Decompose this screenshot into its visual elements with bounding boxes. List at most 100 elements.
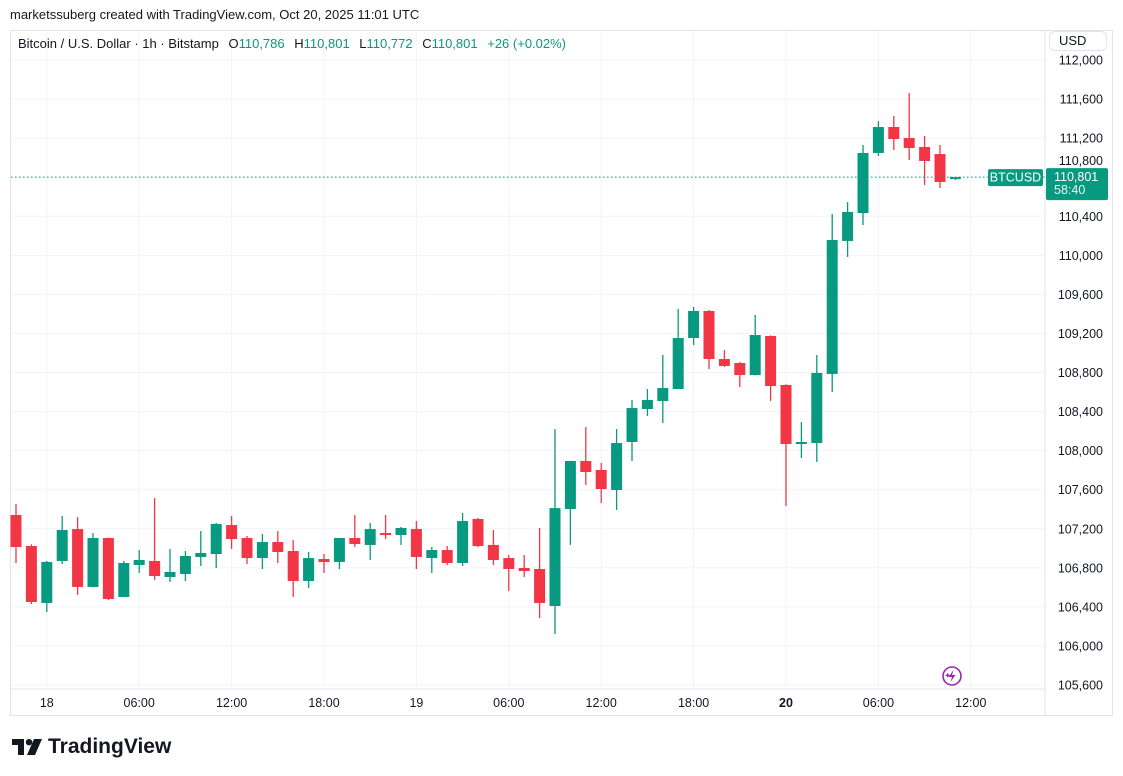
y-tick-label: 109,200 xyxy=(1058,327,1103,341)
candle xyxy=(626,400,638,461)
candle-body xyxy=(457,521,469,564)
candle-body xyxy=(888,126,900,140)
candle-body xyxy=(657,388,669,402)
candle-body xyxy=(118,563,130,598)
low-label: L xyxy=(359,36,367,51)
y-tick-label: 109,600 xyxy=(1058,288,1103,302)
candle xyxy=(672,309,684,390)
y-tick-label: 110,800 xyxy=(1059,154,1103,168)
candle-body xyxy=(472,518,484,547)
last-price-value: 110,801 xyxy=(1054,170,1098,184)
y-tick-label: 106,800 xyxy=(1058,561,1103,575)
currency-button[interactable]: USD xyxy=(1049,31,1107,51)
candle-body xyxy=(426,550,438,559)
candle-body xyxy=(102,538,114,599)
candle xyxy=(25,544,37,605)
candle xyxy=(549,429,561,635)
candle-body xyxy=(518,568,530,572)
change-value: +26 (+0.02%) xyxy=(487,36,567,51)
candle-body xyxy=(487,544,499,560)
candle xyxy=(611,429,623,510)
x-tick-label: 19 xyxy=(409,696,423,710)
candle xyxy=(241,535,253,565)
candle xyxy=(72,517,84,595)
candle xyxy=(164,548,176,582)
candle-body xyxy=(795,442,807,445)
x-tick-label: 20 xyxy=(779,696,793,710)
candle-body xyxy=(333,538,345,562)
candle xyxy=(380,514,392,540)
candle xyxy=(10,504,22,564)
candle-body xyxy=(718,359,730,366)
candle-body xyxy=(72,529,84,587)
y-tick-label: 112,000 xyxy=(1059,54,1103,68)
candle-body xyxy=(441,550,453,564)
candle xyxy=(780,384,792,506)
candle xyxy=(872,121,884,156)
candle xyxy=(765,335,777,402)
candle xyxy=(749,314,761,376)
bar-countdown: 58:40 xyxy=(1054,183,1085,197)
candle-body xyxy=(87,538,99,587)
candle xyxy=(256,534,268,569)
candle xyxy=(333,538,345,569)
tradingview-logo[interactable]: TradingView xyxy=(12,735,171,759)
candle xyxy=(919,135,931,185)
candle xyxy=(426,547,438,573)
x-tick-label: 18:00 xyxy=(308,696,339,710)
y-tick-label: 107,600 xyxy=(1058,483,1103,497)
last-price-label xyxy=(1046,168,1108,201)
candles xyxy=(10,93,961,635)
tradingview-wordmark: TradingView xyxy=(48,735,172,758)
candle-body xyxy=(672,338,684,390)
candle xyxy=(703,310,715,369)
candle xyxy=(287,539,299,598)
candle-body xyxy=(626,408,638,443)
candle-body xyxy=(56,530,68,561)
x-tick-label: 12:00 xyxy=(586,696,617,710)
x-tick-label: 06:00 xyxy=(863,696,894,710)
candle-body xyxy=(857,152,869,214)
symbol-title[interactable]: Bitcoin / U.S. Dollar · 1h · Bitstamp xyxy=(18,36,219,51)
candle xyxy=(395,526,407,545)
candle-body xyxy=(780,385,792,444)
low-value: 110,772 xyxy=(366,36,413,51)
y-tick-label: 105,600 xyxy=(1058,679,1103,693)
candle-body xyxy=(349,538,361,544)
candle-body xyxy=(179,555,191,574)
candle xyxy=(318,554,330,573)
candle xyxy=(472,518,484,548)
candle-body xyxy=(919,147,931,161)
candle xyxy=(41,560,53,612)
x-tick-label: 06:00 xyxy=(493,696,524,710)
candle-body xyxy=(241,538,253,559)
candle-body xyxy=(303,558,315,581)
candle xyxy=(349,514,361,548)
candle xyxy=(195,530,207,566)
candle xyxy=(580,426,592,485)
candle-body xyxy=(749,335,761,376)
candle-body xyxy=(595,469,607,490)
y-tick-label: 110,000 xyxy=(1059,249,1103,263)
candle xyxy=(688,306,700,345)
alert-lightning-icon[interactable] xyxy=(942,666,962,686)
candle-body xyxy=(210,523,222,555)
candle xyxy=(641,389,653,416)
candle xyxy=(441,546,453,565)
x-tick-label: 18 xyxy=(40,696,54,710)
candle-body xyxy=(10,514,22,548)
ticker-tag xyxy=(988,169,1043,187)
candle-body xyxy=(903,138,915,148)
candle xyxy=(534,527,546,619)
candle xyxy=(503,555,515,591)
candle-body xyxy=(765,335,777,386)
y-tick-label: 110,400 xyxy=(1059,210,1103,224)
x-tick-label: 12:00 xyxy=(216,696,247,710)
candle-body xyxy=(503,558,515,569)
candle-body xyxy=(734,363,746,376)
candle xyxy=(934,144,946,189)
y-tick-label: 108,400 xyxy=(1058,405,1103,419)
open-label: O xyxy=(228,36,239,51)
candle xyxy=(518,555,530,577)
